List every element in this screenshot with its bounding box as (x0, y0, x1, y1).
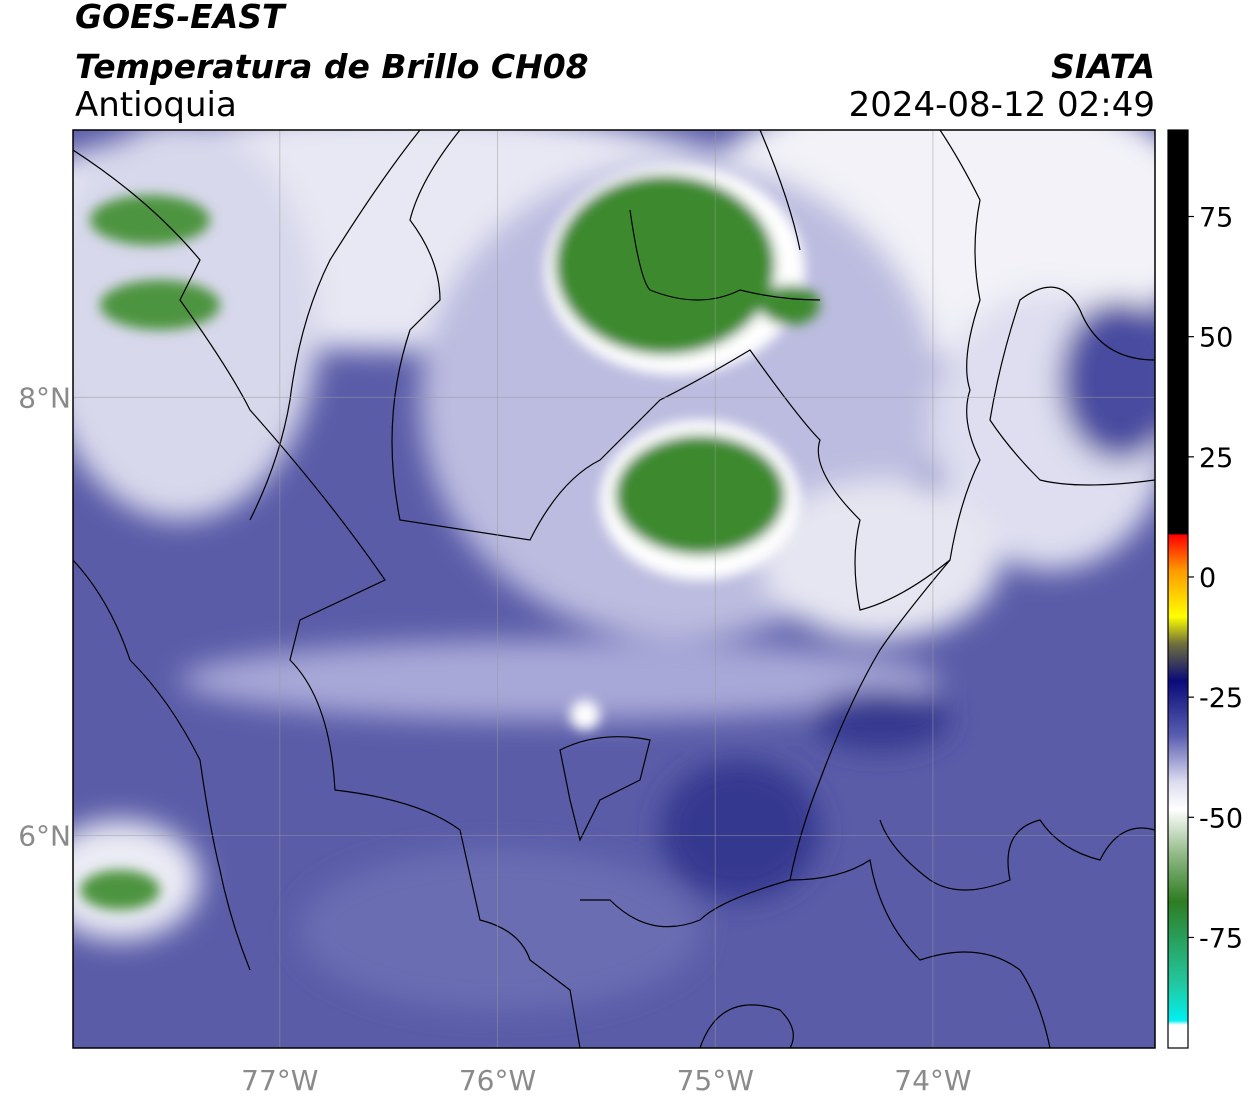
lon-tick-label: 74°W (894, 1064, 971, 1097)
datetime-label: 2024-08-12 02:49 (849, 85, 1155, 125)
lon-tick-label: 75°W (677, 1064, 754, 1097)
map-image (73, 130, 1155, 1048)
colorbar-tick-label: 25 (1199, 443, 1233, 474)
colorbar-tick-label: 75 (1199, 203, 1233, 234)
lat-tick-label: 6°N (18, 819, 71, 852)
colorbar-tick-label: 50 (1199, 323, 1233, 354)
lat-tick-label: 8°N (18, 381, 71, 414)
region-label: Antioquia (75, 85, 237, 125)
colorbar-tick-label: -50 (1199, 803, 1243, 834)
lon-tick-label: 77°W (241, 1064, 318, 1097)
graticule (73, 130, 1155, 1048)
satellite-title: GOES-EAST (75, 0, 287, 36)
source-label: SIATA (1051, 47, 1155, 86)
lon-tick-label: 76°W (459, 1064, 536, 1097)
colorbar-tick-label: -25 (1199, 683, 1243, 714)
colorbar-tick-label: 0 (1199, 563, 1216, 594)
product-title: Temperatura de Brillo CH08 (75, 47, 589, 86)
colorbar-tick-label: -75 (1199, 923, 1243, 954)
map-frame (72, 129, 1156, 1049)
colorbar (1167, 129, 1189, 1049)
